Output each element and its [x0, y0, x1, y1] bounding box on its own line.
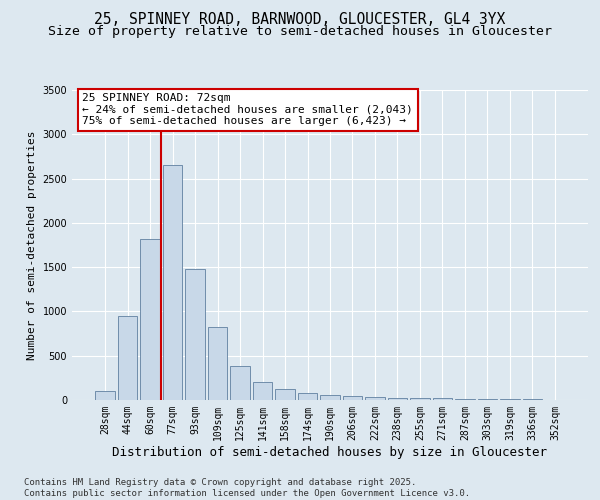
Bar	[275, 390, 295, 400]
Text: Size of property relative to semi-detached houses in Gloucester: Size of property relative to semi-detach…	[48, 25, 552, 38]
Bar	[433, 398, 452, 400]
Bar	[95, 391, 115, 400]
Bar	[388, 398, 407, 400]
Text: 25 SPINNEY ROAD: 72sqm
← 24% of semi-detached houses are smaller (2,043)
75% of : 25 SPINNEY ROAD: 72sqm ← 24% of semi-det…	[82, 93, 413, 126]
Bar	[298, 394, 317, 400]
Bar	[253, 382, 272, 400]
Bar	[208, 328, 227, 400]
Bar	[500, 399, 520, 400]
Bar	[163, 166, 182, 400]
Bar	[365, 398, 385, 400]
Text: 25, SPINNEY ROAD, BARNWOOD, GLOUCESTER, GL4 3YX: 25, SPINNEY ROAD, BARNWOOD, GLOUCESTER, …	[94, 12, 506, 28]
Bar	[455, 398, 475, 400]
X-axis label: Distribution of semi-detached houses by size in Gloucester: Distribution of semi-detached houses by …	[113, 446, 548, 458]
Bar	[320, 395, 340, 400]
Bar	[230, 366, 250, 400]
Bar	[118, 316, 137, 400]
Bar	[343, 396, 362, 400]
Text: Contains HM Land Registry data © Crown copyright and database right 2025.
Contai: Contains HM Land Registry data © Crown c…	[24, 478, 470, 498]
Bar	[410, 398, 430, 400]
Bar	[185, 269, 205, 400]
Bar	[478, 399, 497, 400]
Bar	[140, 239, 160, 400]
Y-axis label: Number of semi-detached properties: Number of semi-detached properties	[27, 130, 37, 360]
